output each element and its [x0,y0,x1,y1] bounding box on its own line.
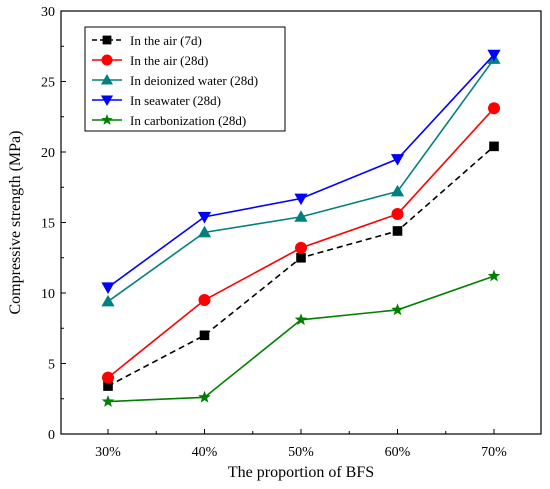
legend-label: In carbonization (28d) [130,113,246,128]
x-tick-label: 30% [95,445,121,460]
y-tick-label: 5 [48,358,55,373]
data-point [199,330,210,341]
series-3 [101,49,501,294]
legend-marker [100,73,114,85]
data-point [198,390,211,403]
legend-marker [100,95,114,107]
legend-label: In deionized water (28d) [130,73,258,88]
data-point [390,184,405,197]
data-point [294,313,308,326]
data-point [487,49,501,62]
y-tick-label: 15 [41,217,55,232]
legend-box [84,26,286,132]
legend-label: In the air (7d) [130,33,202,48]
data-point [103,381,113,391]
y-tick-label: 10 [41,287,55,302]
legend-marker [102,35,112,45]
data-point [197,211,212,224]
series-4 [101,269,501,407]
data-point [101,394,115,407]
y-axis-title: Compressive strength (MPa) [7,131,24,315]
x-tick-label: 70% [481,445,507,460]
x-tick-label: 60% [385,445,411,460]
series-layer [101,49,501,407]
data-point [392,226,403,236]
data-point [197,225,212,238]
data-point [391,208,404,221]
legend-label: In seawater (28d) [130,93,221,108]
data-point [296,252,306,263]
y-tick-label: 0 [48,428,55,443]
y-tick-label: 25 [41,76,55,91]
legend-label: In the air (28d) [130,53,208,68]
axis-layer: 0 5 10 15 20 25 30 30% 40% 50% 60% 70% [41,5,507,460]
data-point [101,294,115,307]
data-point [102,371,114,384]
x-axis-title: The proportion of BFS [228,464,374,481]
data-point [488,102,500,115]
data-point [198,294,211,307]
data-point [487,269,501,282]
legend-marker [101,113,113,125]
data-point [391,303,404,316]
y-tick-label: 30 [41,5,55,20]
series-1 [102,102,500,384]
x-tick-label: 40% [192,445,218,460]
data-point [489,141,499,152]
y-tick-label: 20 [41,146,55,161]
data-point [390,154,405,166]
data-point [294,210,308,222]
x-tick-label: 50% [288,445,314,460]
data-point [101,282,115,294]
legend: In the air (7d) In the air (28d) In deioni… [84,26,286,132]
data-point [294,193,308,206]
series-0 [103,141,499,391]
legend-marker [101,54,113,66]
data-point [295,241,307,254]
